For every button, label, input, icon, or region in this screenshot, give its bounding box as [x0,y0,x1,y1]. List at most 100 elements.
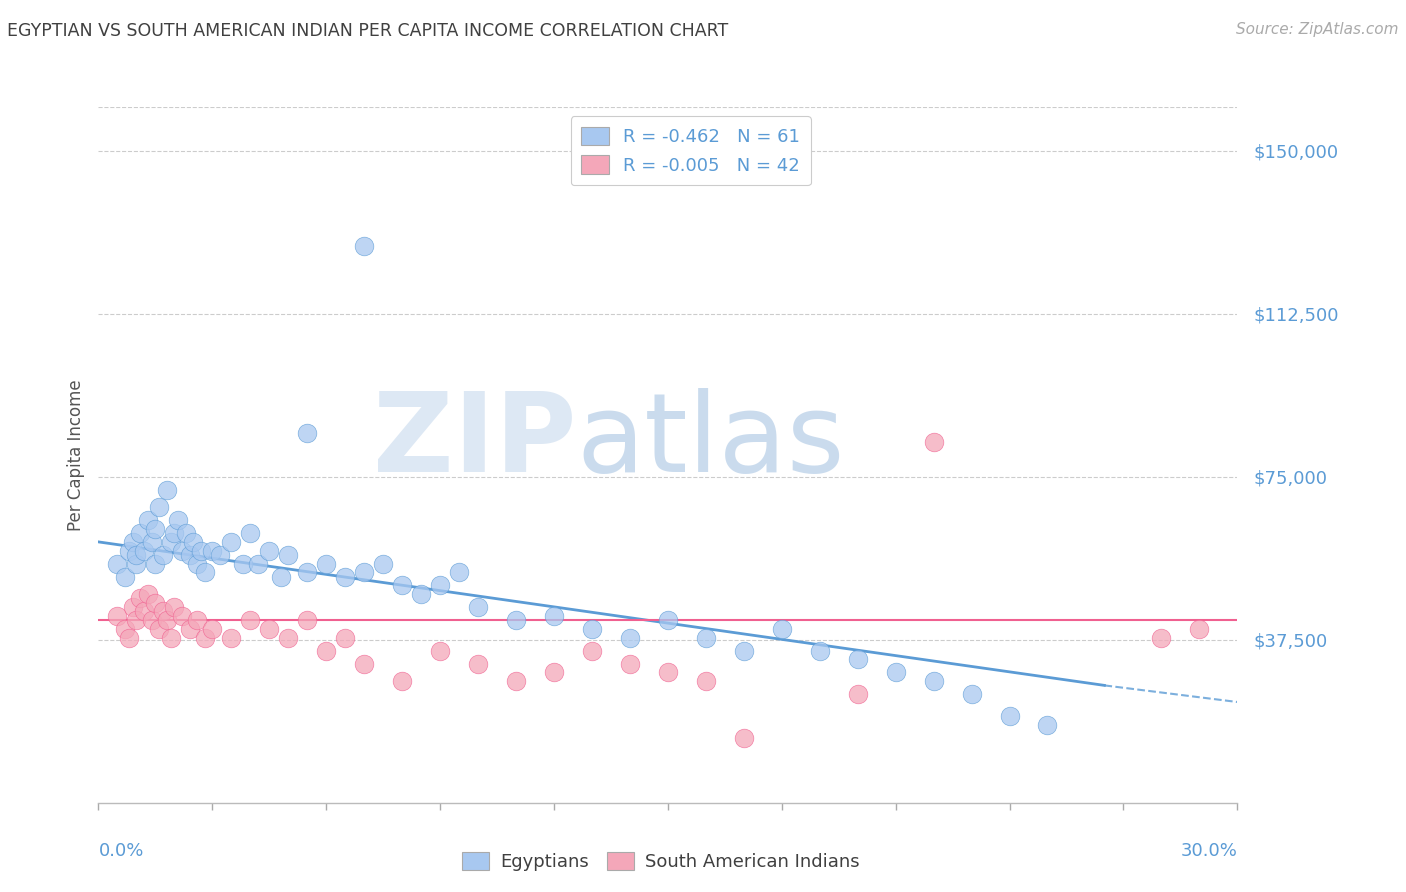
Point [107,557,129,571]
Point [179,548,201,562]
Point [179,622,201,636]
Point [145,596,167,610]
Point [315,557,337,571]
Point [167,513,190,527]
Point [114,570,136,584]
Point [159,631,181,645]
Point [619,657,641,671]
Point [922,674,945,689]
Point [136,513,159,527]
Point [183,534,205,549]
Point [315,643,337,657]
Point [174,526,197,541]
Point [353,657,375,671]
Point [190,543,212,558]
Point [145,557,167,571]
Point [186,557,208,571]
Point [239,613,262,627]
Point [156,613,179,627]
Point [277,548,299,562]
Y-axis label: Per Capita Income: Per Capita Income [66,379,84,531]
Point [297,566,319,580]
Point [353,566,375,580]
Point [391,578,413,592]
Point [239,526,262,541]
Point [186,613,208,627]
Point [125,613,148,627]
Point [297,613,319,627]
Point [152,548,174,562]
Point [884,665,907,680]
Point [505,613,527,627]
Point [132,605,155,619]
Point [259,543,281,558]
Text: 0.0%: 0.0% [98,842,143,860]
Point [846,652,869,666]
Point [808,643,831,657]
Point [194,631,217,645]
Point [148,622,170,636]
Point [170,543,193,558]
Point [581,643,603,657]
Point [467,600,489,615]
Point [221,631,243,645]
Point [467,657,489,671]
Point [270,570,292,584]
Point [201,622,224,636]
Point [121,600,143,615]
Point [391,674,413,689]
Point [657,613,679,627]
Point [619,631,641,645]
Point [163,526,186,541]
Point [129,526,152,541]
Point [733,731,755,745]
Point [353,239,375,253]
Point [159,534,181,549]
Text: EGYPTIAN VS SOUTH AMERICAN INDIAN PER CAPITA INCOME CORRELATION CHART: EGYPTIAN VS SOUTH AMERICAN INDIAN PER CA… [7,22,728,40]
Point [1150,631,1173,645]
Point [221,534,243,549]
Point [148,500,170,514]
Text: ZIP: ZIP [374,387,576,494]
Point [371,557,394,571]
Point [156,483,179,497]
Point [960,687,983,701]
Point [141,613,163,627]
Point [121,534,143,549]
Point [114,622,136,636]
Point [543,608,565,623]
Text: atlas: atlas [576,387,845,494]
Point [1188,622,1211,636]
Point [125,548,148,562]
Point [770,622,793,636]
Point [543,665,565,680]
Point [505,674,527,689]
Point [246,557,269,571]
Point [335,631,357,645]
Point [132,543,155,558]
Point [335,570,357,584]
Point [581,622,603,636]
Point [695,631,717,645]
Point [232,557,254,571]
Point [201,543,224,558]
Point [259,622,281,636]
Point [411,587,433,601]
Point [297,426,319,441]
Point [145,522,167,536]
Point [429,578,451,592]
Point [194,566,217,580]
Point [1036,717,1059,731]
Point [695,674,717,689]
Point [657,665,679,680]
Point [107,608,129,623]
Point [449,566,471,580]
Point [429,643,451,657]
Point [277,631,299,645]
Point [998,708,1021,723]
Point [118,631,141,645]
Point [141,534,163,549]
Point [152,605,174,619]
Point [733,643,755,657]
Point [170,608,193,623]
